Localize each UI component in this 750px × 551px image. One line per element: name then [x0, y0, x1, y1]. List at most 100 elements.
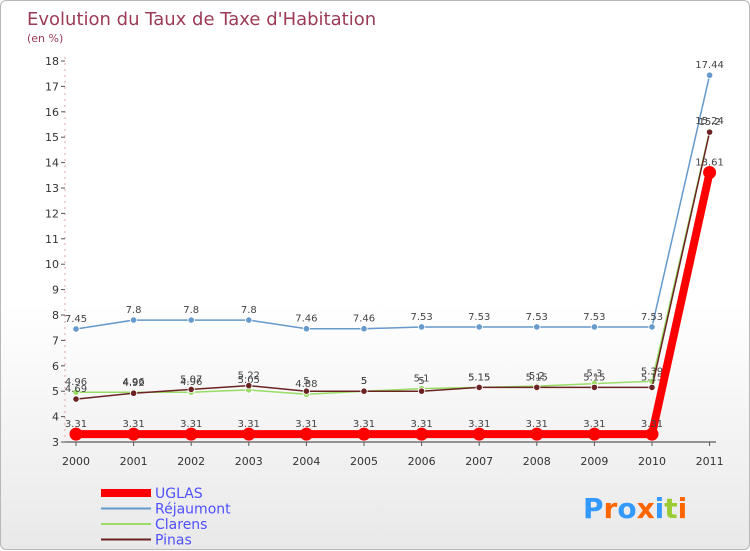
data-point [648, 323, 656, 331]
axes: 3 4 5 6 7 8 9 10 11 12 13 14 15 16 17 18 2000 2001 2002 200… [45, 55, 724, 468]
data-label: 7.53 [641, 312, 663, 323]
data-label: 7.53 [583, 312, 605, 323]
data-label: 3.31 [238, 419, 260, 430]
legend-label: UGLAS [155, 486, 203, 502]
y-tick-label: 17 [45, 80, 59, 93]
data-label: 7.46 [353, 314, 375, 325]
data-point [648, 383, 656, 391]
data-point [187, 316, 195, 324]
x-tick-label: 2004 [292, 455, 320, 468]
brand-letter: P [583, 492, 604, 525]
data-label: 5.39 [641, 366, 663, 377]
y-tick-label: 7 [52, 334, 59, 347]
series-2: 4.96 4.96 4.96 5.05 4.88 5 5.1 5.15 5.2 5.3 5.3915… [65, 116, 724, 398]
data-label: 7.8 [183, 305, 199, 316]
data-label: 5.15 [641, 372, 663, 383]
data-point [360, 387, 368, 395]
x-tick-label: 2000 [62, 455, 90, 468]
data-label: 4.69 [65, 384, 87, 395]
data-point [245, 382, 253, 390]
data-point [645, 427, 659, 441]
data-point [242, 427, 256, 441]
data-label: 4.96 [65, 377, 87, 388]
data-point [705, 71, 714, 79]
y-tick-label: 8 [52, 309, 59, 322]
data-point [360, 325, 368, 333]
data-point [72, 395, 80, 403]
data-label: 5.07 [180, 374, 202, 385]
data-label: 15.2 [698, 117, 720, 128]
data-label: 7.46 [295, 314, 317, 325]
data-point [475, 383, 483, 391]
data-point [72, 388, 80, 396]
data-point [302, 325, 310, 333]
data-point [533, 383, 541, 391]
data-label: 7.53 [526, 312, 548, 323]
data-point [302, 387, 310, 395]
data-label: 5 [418, 376, 424, 387]
data-label: 3.31 [410, 419, 432, 430]
y-tick-label: 11 [45, 233, 59, 246]
data-label: 3.31 [641, 419, 663, 430]
data-label: 7.53 [468, 312, 490, 323]
y-tick-label: 5 [52, 385, 59, 398]
brand-letter: t [664, 492, 677, 525]
y-tick-label: 12 [45, 207, 59, 220]
x-tick-label: 2007 [465, 455, 493, 468]
data-point [703, 166, 717, 180]
brand-letter: i [678, 492, 688, 525]
data-label: 5.3 [586, 369, 602, 380]
legend-label: Pinas [155, 533, 192, 549]
y-tick-label: 15 [45, 131, 59, 144]
data-label: 13.61 [695, 158, 724, 169]
data-label: 5.15 [526, 372, 548, 383]
data-point [187, 385, 195, 394]
data-label: 5.22 [238, 371, 260, 382]
x-tick-label: 2005 [350, 455, 378, 468]
data-label: 5.15 [468, 372, 490, 383]
legend-label: Clarens [155, 517, 207, 533]
x-tick-label: 2001 [120, 455, 148, 468]
data-point [130, 316, 138, 324]
data-point [415, 427, 429, 441]
brand-logo: Proxiti [583, 492, 687, 525]
data-label: 7.8 [241, 305, 257, 316]
brand-letter: r [604, 492, 618, 525]
data-point [184, 427, 198, 441]
data-label: 4.96 [122, 377, 144, 388]
series-3: 4.69 4.92 5.07 5.22 5 5 5 5.15 5.15 5.15 5.15 15.2 [65, 117, 721, 403]
x-tick-label: 2002 [177, 455, 205, 468]
data-label: 4.88 [295, 379, 317, 390]
data-label: 17.44 [695, 60, 724, 71]
data-label: 3.31 [180, 419, 202, 430]
data-point [590, 323, 599, 331]
data-point [245, 316, 253, 324]
series-0: 3.31 3.31 3.31 3.31 3.31 3.31 3.31 3.31 3.31 3.31… [65, 158, 724, 441]
data-label: 3.31 [65, 419, 87, 430]
series-line [75, 75, 711, 330]
y-tick-label: 10 [45, 258, 59, 271]
x-tick-label: 2006 [408, 455, 436, 468]
y-tick-label: 13 [45, 182, 59, 195]
data-label: 15.24 [695, 116, 724, 127]
data-label: 5.15 [583, 372, 605, 383]
data-point [417, 387, 426, 395]
series-layer: 7.45 7.8 7.8 7.8 7.46 7.46 7.53 7.53 7.53 7.53 7.5… [65, 60, 724, 441]
data-point [130, 389, 138, 397]
data-label: 3.31 [295, 419, 317, 430]
data-point [475, 323, 483, 331]
y-tick-label: 16 [45, 106, 59, 119]
data-point [533, 323, 541, 331]
data-point [72, 325, 80, 333]
y-tick-label: 18 [45, 55, 59, 68]
data-point [69, 427, 83, 441]
series-line [76, 130, 711, 395]
data-point [127, 427, 141, 441]
data-label: 7.8 [126, 305, 142, 316]
data-point [530, 427, 544, 441]
data-point [417, 323, 426, 331]
series-1: 7.45 7.8 7.8 7.8 7.46 7.46 7.53 7.53 7.53 7.53 7.5… [65, 60, 724, 333]
